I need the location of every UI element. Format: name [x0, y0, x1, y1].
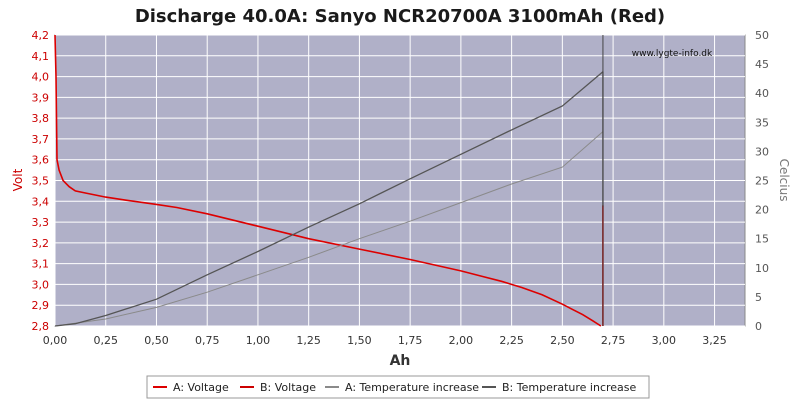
x-tick-label: 1,25 [296, 334, 321, 347]
x-tick-label: 2,25 [499, 334, 524, 347]
y-left-tick-labels: 2,8 2,9 3,0 3,1 3,2 3,3 3,4 3,5 3,6 3,7 3,8 3,9 4,0 4… [32, 29, 50, 333]
series-a-voltage [54, 34, 602, 327]
y-left-tick-label: 3,4 [32, 195, 50, 208]
y-left-tick-label: 3,9 [32, 91, 50, 104]
y-left-tick-label: 3,3 [32, 216, 50, 229]
grid-lines [54, 34, 745, 327]
series-a-temperature [54, 131, 604, 327]
x-tick-label: 0,25 [93, 334, 118, 347]
legend-label: B: Voltage [260, 381, 316, 394]
x-tick-label: 1,50 [347, 334, 372, 347]
x-tick-label: 1,75 [398, 334, 423, 347]
y-left-axis-label: Volt [11, 168, 25, 191]
y-left-tick-label: 3,7 [32, 133, 50, 146]
x-tick-label: 0,75 [195, 334, 220, 347]
watermark: www.lygte-info.dk [632, 49, 713, 59]
y-left-tick-label: 3,2 [32, 237, 50, 250]
x-tick-labels: 0,00 0,25 0,50 0,75 1,00 1,25 1,50 1,75 2,00 2,25… [43, 334, 727, 347]
x-tick-label: 2,50 [550, 334, 575, 347]
y-left-tick-label: 3,1 [32, 258, 50, 271]
y-left-tick-label: 3,5 [32, 175, 50, 188]
legend-box [146, 375, 650, 399]
x-tick-label: 3,00 [652, 334, 677, 347]
y-left-tick-label: 2,9 [32, 299, 50, 312]
y-right-tick-label: 10 [755, 262, 769, 275]
y-left-tick-label: 3,8 [32, 112, 50, 125]
y-left-tick-label: 4,2 [32, 29, 50, 42]
x-tick-label: 0,50 [144, 334, 169, 347]
y-right-axis-label: Celcius [777, 159, 791, 202]
y-right-tick-label: 25 [755, 175, 769, 188]
y-right-tick-label: 45 [755, 58, 769, 71]
x-tick-label: 3,25 [702, 334, 727, 347]
chart-title: Discharge 40.0A: Sanyo NCR20700A 3100mAh… [135, 6, 665, 27]
y-left-tick-label: 2,8 [32, 320, 50, 333]
x-tick-label: 1,00 [246, 334, 271, 347]
series-lines [54, 34, 604, 327]
x-tick-label: 2,00 [449, 334, 474, 347]
legend-label: A: Voltage [173, 381, 229, 394]
x-axis-label: Ah [390, 353, 411, 369]
y-right-tick-label: 20 [755, 204, 769, 217]
y-right-tick-label: 5 [755, 291, 762, 304]
y-left-tick-label: 3,6 [32, 154, 50, 167]
y-right-tick-label: 35 [755, 116, 769, 129]
y-left-tick-label: 3,0 [32, 278, 50, 291]
y-right-tick-labels: 0 5 10 15 20 25 30 35 40 45 50 [755, 29, 769, 333]
series-b-temperature [54, 71, 604, 327]
legend: A: Voltage B: Voltage A: Temperature incre… [146, 375, 650, 399]
y-left-tick-label: 4,1 [32, 50, 50, 63]
legend-label: B: Temperature increase [502, 381, 637, 394]
y-left-tick-label: 4,0 [32, 71, 50, 84]
y-right-tick-label: 30 [755, 145, 769, 158]
y-right-tick-label: 0 [755, 320, 762, 333]
x-tick-label: 2,75 [601, 334, 626, 347]
legend-label: A: Temperature increase [345, 381, 479, 394]
y-right-tick-label: 40 [755, 87, 769, 100]
y-right-tick-label: 15 [755, 233, 769, 246]
y-right-tick-label: 50 [755, 29, 769, 42]
x-tick-label: 0,00 [43, 334, 68, 347]
